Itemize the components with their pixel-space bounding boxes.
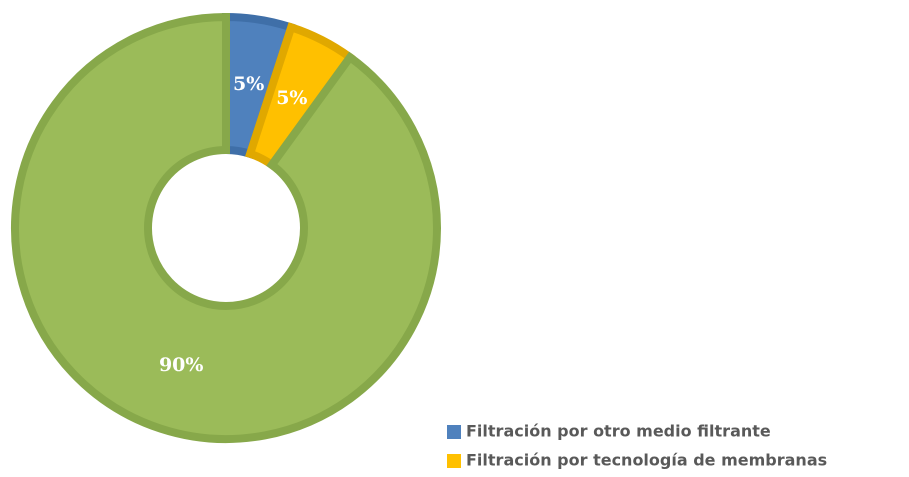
data-label: 5% [276, 87, 307, 109]
donut-slice [11, 12, 441, 443]
legend-swatch [447, 425, 461, 439]
data-label: 90% [159, 354, 204, 376]
data-label: 5% [233, 73, 264, 95]
legend-label: Filtración por tecnología de membranas [466, 451, 827, 470]
legend-label: Filtración por otro medio filtrante [466, 422, 771, 441]
legend-swatch [447, 454, 461, 468]
